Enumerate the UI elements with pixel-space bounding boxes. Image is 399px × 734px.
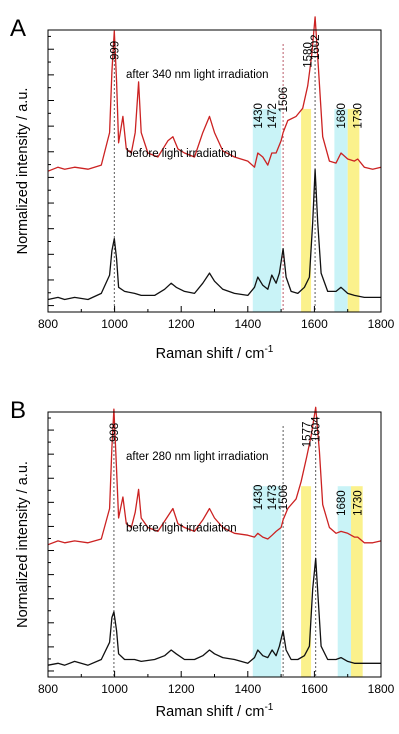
- series-line: [47, 406, 382, 546]
- peak-label: 1730: [353, 490, 365, 516]
- x-tick-label: 1600: [301, 682, 328, 696]
- peak-label: 999: [109, 41, 121, 60]
- y-axis-title: Normalized intensity / a.u.: [15, 461, 31, 628]
- highlight-band: [252, 486, 282, 677]
- series-line: [47, 168, 381, 301]
- x-tick-label: 1400: [234, 317, 261, 331]
- series-label: after 280 nm light irradiation: [126, 451, 269, 463]
- peak-label: 1730: [353, 103, 365, 129]
- x-tick-label: 1000: [101, 317, 128, 331]
- peak-label: 1680: [336, 490, 348, 516]
- x-tick-label: 1800: [368, 682, 395, 696]
- highlight-band: [347, 108, 360, 313]
- x-tick-label: 1800: [368, 317, 395, 331]
- series-label: after 340 nm light irradiation: [126, 69, 269, 81]
- x-tick-label: 1200: [168, 682, 195, 696]
- peak-label: 1430: [253, 103, 265, 129]
- series-label: before light irradiation: [126, 522, 237, 534]
- x-axis-title: Raman shift / cm-1: [156, 344, 274, 362]
- panel-letter: A: [10, 15, 26, 42]
- series-line: [47, 557, 381, 666]
- peak-label: 1680: [336, 103, 348, 129]
- peak-label: 1602: [310, 34, 322, 60]
- x-tick-label: 1400: [234, 682, 261, 696]
- peak-label: 1580: [303, 42, 315, 68]
- x-axis-title: Raman shift / cm-1: [156, 702, 274, 720]
- series-line: [47, 16, 382, 172]
- highlight-band: [334, 108, 348, 313]
- peak-label: 1506: [278, 485, 290, 511]
- peak-label: 1506: [278, 87, 290, 113]
- peak-label: 1604: [311, 416, 323, 442]
- series-label: before light irradiation: [126, 148, 237, 160]
- x-tick-label: 1600: [301, 317, 328, 331]
- highlight-band: [351, 486, 363, 677]
- x-tick-label: 800: [38, 317, 58, 331]
- highlight-band: [301, 486, 312, 677]
- peak-label: 1577: [302, 422, 314, 448]
- peak-label: 1430: [253, 485, 265, 511]
- peak-label: 1473: [267, 485, 279, 511]
- x-tick-label: 800: [38, 682, 58, 696]
- panel-b-chart: after 280 nm light irradiation before lig…: [10, 397, 395, 720]
- highlight-band: [301, 108, 312, 313]
- x-tick-label: 1000: [101, 682, 128, 696]
- panel-letter: B: [10, 397, 26, 424]
- peak-label: 1472: [267, 103, 279, 129]
- y-axis-title: Normalized intensity / a.u.: [15, 88, 31, 255]
- peak-label: 998: [109, 423, 121, 442]
- panel-a-chart: after 340 nm light irradiation before lig…: [10, 15, 395, 362]
- x-tick-label: 1200: [168, 317, 195, 331]
